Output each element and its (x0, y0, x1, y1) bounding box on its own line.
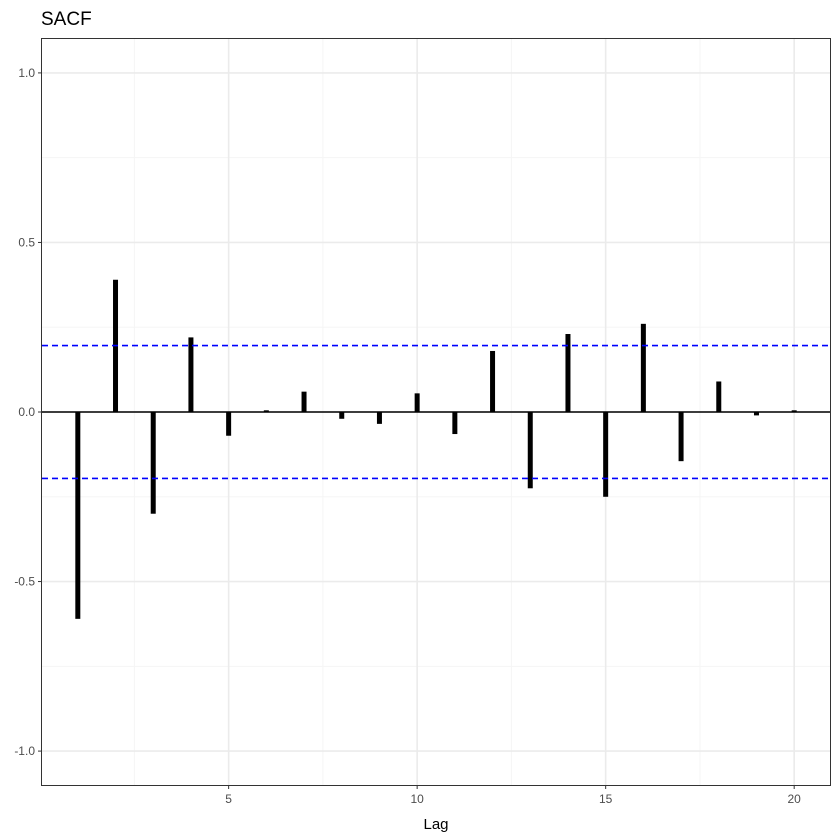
acf-bar-lag-3 (150, 412, 156, 514)
y-axis: -1.0 -0.5 0.0 0.5 1.0 (14, 66, 42, 758)
y-tick-label: 0.0 (18, 405, 35, 419)
acf-bar-lag-12 (490, 350, 496, 412)
x-tick-label: 5 (225, 792, 232, 806)
acf-bar-lag-17 (678, 412, 684, 462)
acf-bar-lag-10 (414, 393, 420, 412)
x-tick-label: 10 (410, 792, 424, 806)
acf-bar-lag-1 (75, 412, 81, 619)
acf-bar-lag-20 (791, 410, 797, 412)
y-tick-label: 0.5 (18, 235, 35, 249)
x-tick-label: 15 (599, 792, 613, 806)
y-tick-label: -1.0 (14, 744, 35, 758)
y-tick-label: 1.0 (18, 66, 35, 80)
acf-bar-lag-19 (753, 412, 759, 416)
x-axis-title: Lag (423, 816, 448, 833)
major-gridlines (42, 39, 830, 785)
acf-bar-lag-15 (603, 412, 609, 497)
reference-lines (42, 344, 830, 480)
y-tick-label: -0.5 (14, 575, 35, 589)
acf-bar-lag-5 (226, 412, 232, 436)
acf-bar-lag-8 (339, 412, 345, 419)
acf-bar-lag-13 (527, 412, 533, 489)
acf-bar-lag-16 (640, 323, 646, 412)
x-axis: 5 10 15 20 (225, 785, 801, 806)
acf-bar-lag-4 (188, 337, 194, 412)
acf-bar-lag-11 (452, 412, 458, 435)
acf-bar-lag-14 (565, 334, 571, 412)
acf-bar-lag-7 (301, 391, 307, 412)
acf-bar-lag-18 (716, 381, 722, 412)
acf-bar-lag-9 (376, 412, 382, 424)
acf-bar-lag-6 (263, 410, 269, 412)
chart-title: SACF (41, 9, 92, 30)
x-tick-label: 20 (788, 792, 802, 806)
